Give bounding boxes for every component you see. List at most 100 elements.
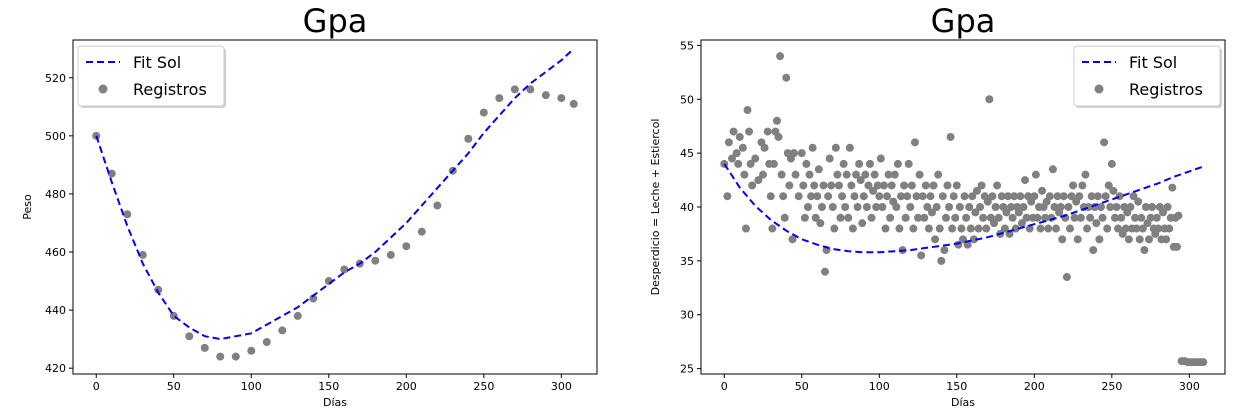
data-point bbox=[1162, 235, 1171, 244]
data-point bbox=[1045, 192, 1054, 201]
data-point bbox=[1065, 224, 1074, 233]
data-point bbox=[932, 203, 941, 211]
data-point bbox=[845, 143, 854, 152]
data-point bbox=[1140, 246, 1149, 255]
data-point bbox=[802, 159, 811, 168]
data-point bbox=[929, 181, 938, 190]
data-point bbox=[1075, 192, 1084, 201]
data-point bbox=[1163, 203, 1172, 211]
data-point bbox=[433, 201, 442, 210]
data-point bbox=[918, 192, 927, 201]
data-point bbox=[479, 108, 488, 117]
data-point bbox=[858, 219, 867, 228]
data-point bbox=[808, 143, 817, 152]
data-point bbox=[844, 213, 853, 222]
data-point bbox=[1146, 213, 1155, 222]
data-point bbox=[1010, 192, 1019, 201]
data-point bbox=[1089, 246, 1098, 255]
data-point bbox=[774, 132, 783, 141]
y-tick-label: 480 bbox=[45, 188, 66, 201]
data-point bbox=[768, 224, 777, 233]
data-point bbox=[371, 256, 380, 265]
data-point bbox=[969, 235, 978, 244]
data-point bbox=[797, 149, 806, 158]
data-point bbox=[278, 326, 287, 335]
data-point bbox=[935, 224, 944, 233]
data-point bbox=[1158, 208, 1167, 217]
data-point bbox=[417, 227, 426, 236]
data-point bbox=[904, 159, 913, 168]
data-point bbox=[557, 94, 566, 103]
data-point bbox=[1112, 203, 1121, 211]
data-point bbox=[1103, 224, 1112, 233]
data-point bbox=[974, 224, 983, 233]
data-point bbox=[1109, 186, 1118, 195]
data-point bbox=[870, 170, 879, 179]
data-point bbox=[926, 192, 935, 201]
data-point bbox=[883, 192, 892, 201]
y-axis-label: Desperdicio = Leche + Estiercol bbox=[649, 119, 662, 296]
data-point bbox=[917, 251, 926, 260]
data-point bbox=[862, 203, 871, 211]
data-point bbox=[993, 181, 1002, 190]
data-point bbox=[262, 338, 271, 347]
data-point bbox=[1030, 192, 1039, 201]
data-point bbox=[971, 208, 980, 217]
data-point bbox=[1033, 213, 1042, 222]
data-point bbox=[464, 134, 473, 143]
data-point bbox=[934, 170, 943, 179]
data-point bbox=[864, 181, 873, 190]
plot-area bbox=[92, 47, 578, 361]
data-point bbox=[510, 85, 519, 94]
data-point bbox=[994, 213, 1003, 222]
fit-line bbox=[723, 163, 1203, 254]
legend-label: Fit Sol bbox=[1129, 53, 1177, 72]
data-point bbox=[1124, 235, 1133, 244]
data-point bbox=[759, 170, 768, 179]
data-point bbox=[1059, 192, 1068, 201]
x-tick-label: 200 bbox=[1024, 380, 1045, 393]
data-point bbox=[1114, 224, 1123, 233]
data-point bbox=[1083, 224, 1092, 233]
data-point bbox=[1069, 181, 1078, 190]
y-tick-label: 55 bbox=[680, 39, 694, 52]
data-point bbox=[138, 250, 147, 259]
data-point bbox=[948, 224, 957, 233]
data-point bbox=[1129, 192, 1138, 201]
data-point bbox=[1138, 224, 1147, 233]
plot-area bbox=[720, 52, 1208, 367]
data-point bbox=[1000, 224, 1009, 233]
data-point bbox=[734, 159, 743, 168]
chart-title: Gpa bbox=[303, 2, 368, 40]
data-point bbox=[1134, 197, 1143, 206]
data-point bbox=[923, 203, 932, 211]
fit-line bbox=[95, 47, 575, 341]
data-point bbox=[865, 159, 874, 168]
data-point bbox=[751, 154, 760, 163]
data-point bbox=[859, 192, 868, 201]
data-point bbox=[1021, 176, 1030, 185]
data-point bbox=[1148, 203, 1157, 211]
data-point bbox=[788, 235, 797, 244]
data-point bbox=[794, 192, 803, 201]
data-point bbox=[123, 210, 132, 219]
data-point bbox=[728, 154, 737, 163]
y-tick-label: 40 bbox=[680, 201, 694, 214]
data-point bbox=[1095, 235, 1104, 244]
data-point bbox=[1002, 208, 1011, 217]
data-point bbox=[1126, 203, 1135, 211]
data-point bbox=[907, 181, 916, 190]
data-point bbox=[951, 213, 960, 222]
data-point bbox=[825, 154, 834, 163]
data-point bbox=[887, 181, 896, 190]
data-point bbox=[881, 224, 890, 233]
y-tick-label: 440 bbox=[45, 304, 66, 317]
data-point bbox=[979, 213, 988, 222]
data-point bbox=[1101, 192, 1110, 201]
data-point bbox=[955, 203, 964, 211]
data-point bbox=[1036, 224, 1045, 233]
data-point bbox=[997, 192, 1006, 201]
y-tick-label: 30 bbox=[680, 309, 694, 322]
legend-label: Registros bbox=[133, 80, 207, 99]
y-tick-label: 50 bbox=[680, 93, 694, 106]
